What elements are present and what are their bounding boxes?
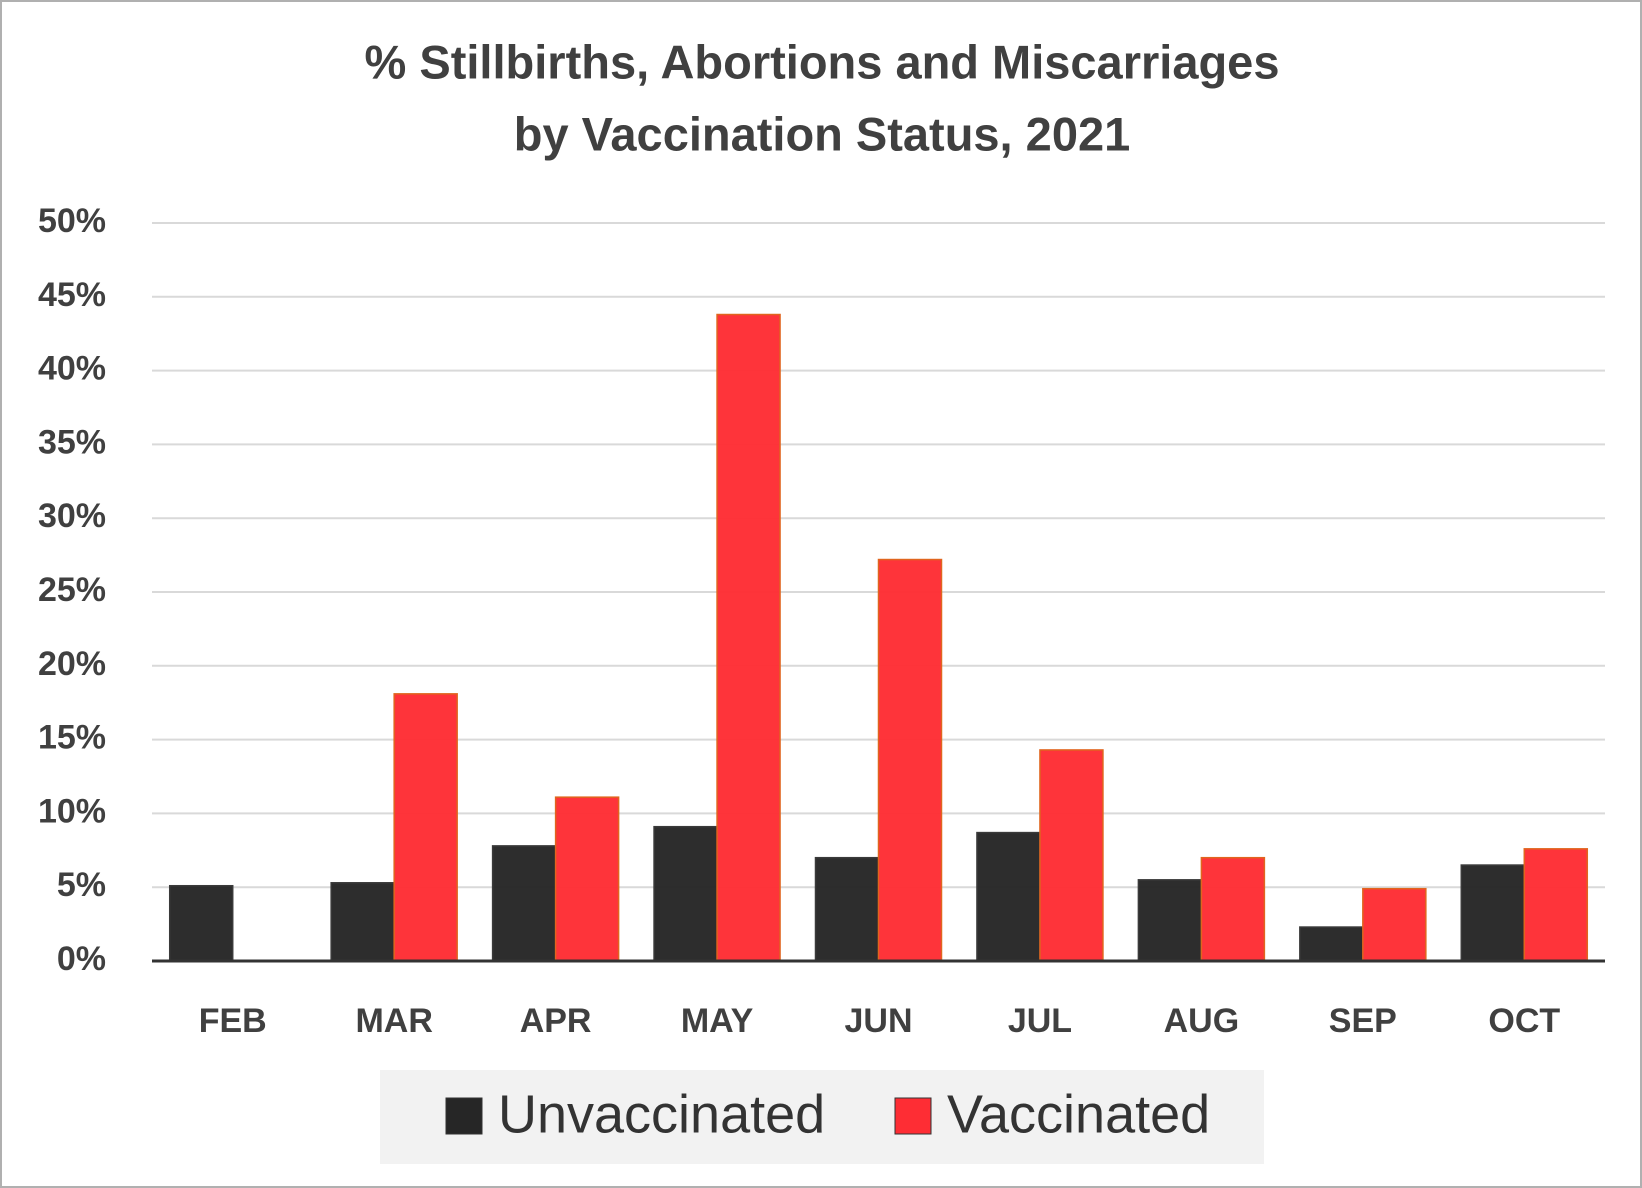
bar <box>1362 887 1427 962</box>
bar <box>168 884 234 962</box>
bar <box>1523 848 1589 962</box>
x-tick-label: SEP <box>1329 1002 1397 1040</box>
bar <box>1299 926 1364 962</box>
legend-swatch <box>445 1097 483 1135</box>
y-tick-label: 25% <box>38 571 106 609</box>
legend-swatch <box>894 1097 932 1135</box>
chart-title: % Stillbirths, Abortions and Miscarriage… <box>365 35 1280 88</box>
y-tick-label: 35% <box>38 423 106 461</box>
y-tick-label: 45% <box>38 276 106 314</box>
y-tick-label: 30% <box>38 497 106 535</box>
legend-label: Vaccinated <box>947 1084 1210 1144</box>
y-tick-label: 10% <box>38 792 106 830</box>
x-tick-label: AUG <box>1164 1002 1240 1040</box>
x-tick-label: JUN <box>844 1002 912 1040</box>
bar <box>1460 864 1526 962</box>
y-tick-label: 0% <box>57 940 106 978</box>
x-tick-label: OCT <box>1488 1002 1560 1040</box>
y-tick-label: 40% <box>38 350 106 388</box>
bar <box>1137 879 1203 962</box>
bar <box>716 313 781 962</box>
y-tick-label: 50% <box>38 202 106 240</box>
legend-label: Unvaccinated <box>498 1084 825 1144</box>
bar <box>1200 856 1266 962</box>
bar <box>814 856 880 962</box>
bar <box>491 845 557 962</box>
x-tick-label: JUL <box>1008 1002 1072 1040</box>
bar <box>393 693 458 962</box>
bar <box>976 831 1041 962</box>
bar <box>1039 749 1104 962</box>
legend-box <box>380 1070 1264 1164</box>
y-tick-label: 15% <box>38 719 106 757</box>
x-tick-label: FEB <box>199 1002 267 1040</box>
bar <box>554 796 620 962</box>
x-tick-label: MAR <box>355 1002 432 1040</box>
bar <box>877 558 943 962</box>
chart-title: by Vaccination Status, 2021 <box>514 107 1131 160</box>
bar <box>653 825 718 962</box>
y-tick-label: 20% <box>38 645 106 683</box>
bar <box>330 882 395 962</box>
x-tick-label: MAY <box>681 1002 754 1040</box>
x-tick-label: APR <box>520 1002 592 1040</box>
y-tick-label: 5% <box>57 866 106 904</box>
